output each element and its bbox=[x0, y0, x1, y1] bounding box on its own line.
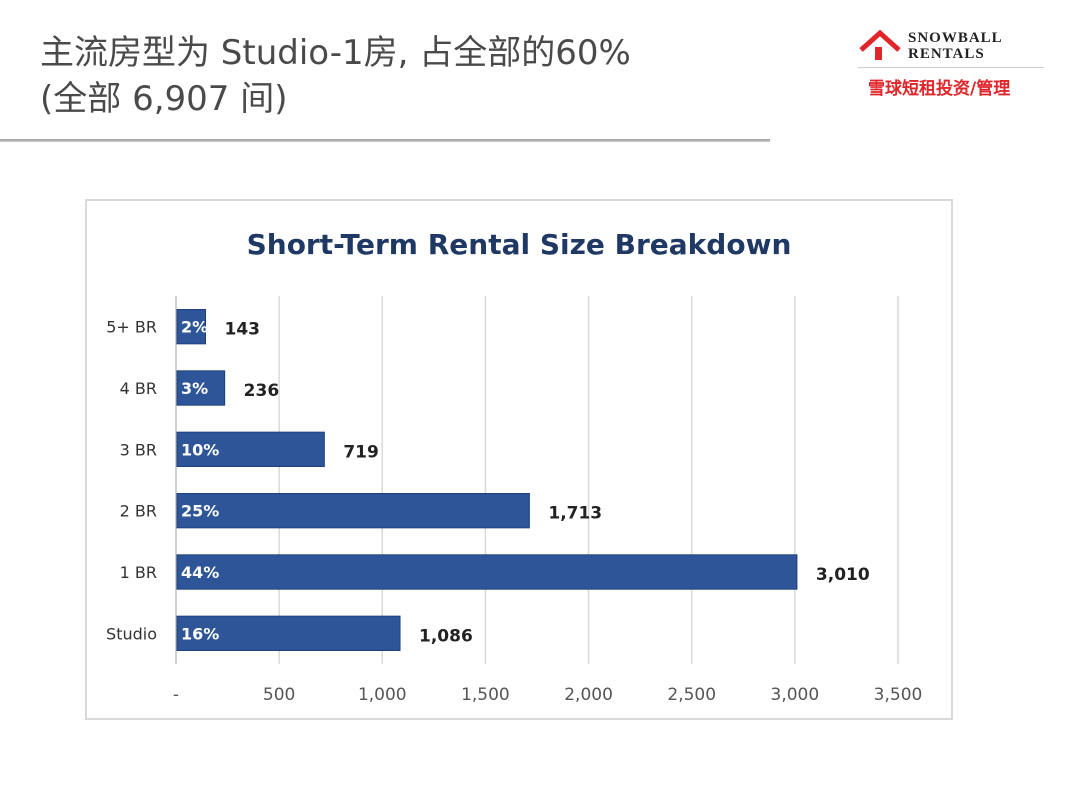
x-tick-label: 2,000 bbox=[564, 685, 613, 705]
bar-chart: Short-Term Rental Size Breakdown - 500 1,00… bbox=[106, 228, 923, 705]
chart-title: Short-Term Rental Size Breakdown bbox=[247, 228, 792, 261]
percent-label: 44% bbox=[181, 563, 219, 582]
x-tick-label: 3,000 bbox=[771, 685, 820, 705]
percent-label: 25% bbox=[181, 502, 219, 521]
logo-name-line-1: SNOWBALL bbox=[908, 30, 1003, 46]
x-tick-label: 1,500 bbox=[461, 685, 510, 705]
chart-container: Short-Term Rental Size Breakdown - 500 1,00… bbox=[85, 199, 953, 720]
value-label: 143 bbox=[224, 320, 259, 340]
category-label: 4 BR bbox=[120, 379, 157, 398]
slide-title: 主流房型为 Studio-1房, 占全部的60% (全部 6,907 间) bbox=[40, 30, 800, 122]
logo-wordmark: SNOWBALL RENTALS bbox=[908, 30, 1003, 62]
percent-label: 2% bbox=[181, 318, 208, 337]
house-icon bbox=[859, 29, 901, 60]
x-tick-label: 3,500 bbox=[874, 685, 923, 705]
logo-name-line-2: RENTALS bbox=[908, 46, 985, 62]
x-tick-label: 2,500 bbox=[667, 685, 716, 705]
category-label: Studio bbox=[106, 624, 157, 643]
snowball-rentals-logo: SNOWBALL RENTALS 雪球短租投资/管理 bbox=[858, 26, 1048, 106]
title-divider bbox=[0, 139, 770, 142]
logo-tagline: 雪球短租投资/管理 bbox=[868, 79, 1011, 99]
bar bbox=[176, 370, 226, 406]
bar bbox=[176, 554, 798, 590]
category-label: 5+ BR bbox=[106, 318, 157, 337]
value-label: 1,713 bbox=[548, 504, 602, 524]
x-tick-label: 500 bbox=[263, 685, 295, 705]
x-tick-label: - bbox=[173, 685, 179, 705]
percent-label: 16% bbox=[181, 624, 219, 643]
category-label: 1 BR bbox=[120, 563, 157, 582]
bar bbox=[176, 308, 206, 345]
x-tick-label: 1,000 bbox=[358, 685, 407, 705]
value-label: 236 bbox=[244, 381, 279, 401]
category-label: 3 BR bbox=[120, 440, 157, 459]
percent-label: 10% bbox=[181, 440, 219, 459]
logo-divider bbox=[858, 67, 1044, 68]
category-label: 2 BR bbox=[120, 502, 157, 521]
value-label: 3,010 bbox=[816, 565, 870, 585]
slide-title-line-2: (全部 6,907 间) bbox=[40, 79, 288, 119]
slide-title-line-1: 主流房型为 Studio-1房, 占全部的60% bbox=[40, 33, 631, 73]
value-label: 719 bbox=[343, 442, 379, 462]
bar bbox=[176, 431, 325, 468]
bar bbox=[176, 615, 401, 652]
bar bbox=[176, 492, 530, 529]
value-label: 1,086 bbox=[419, 626, 473, 646]
percent-label: 3% bbox=[181, 379, 208, 398]
